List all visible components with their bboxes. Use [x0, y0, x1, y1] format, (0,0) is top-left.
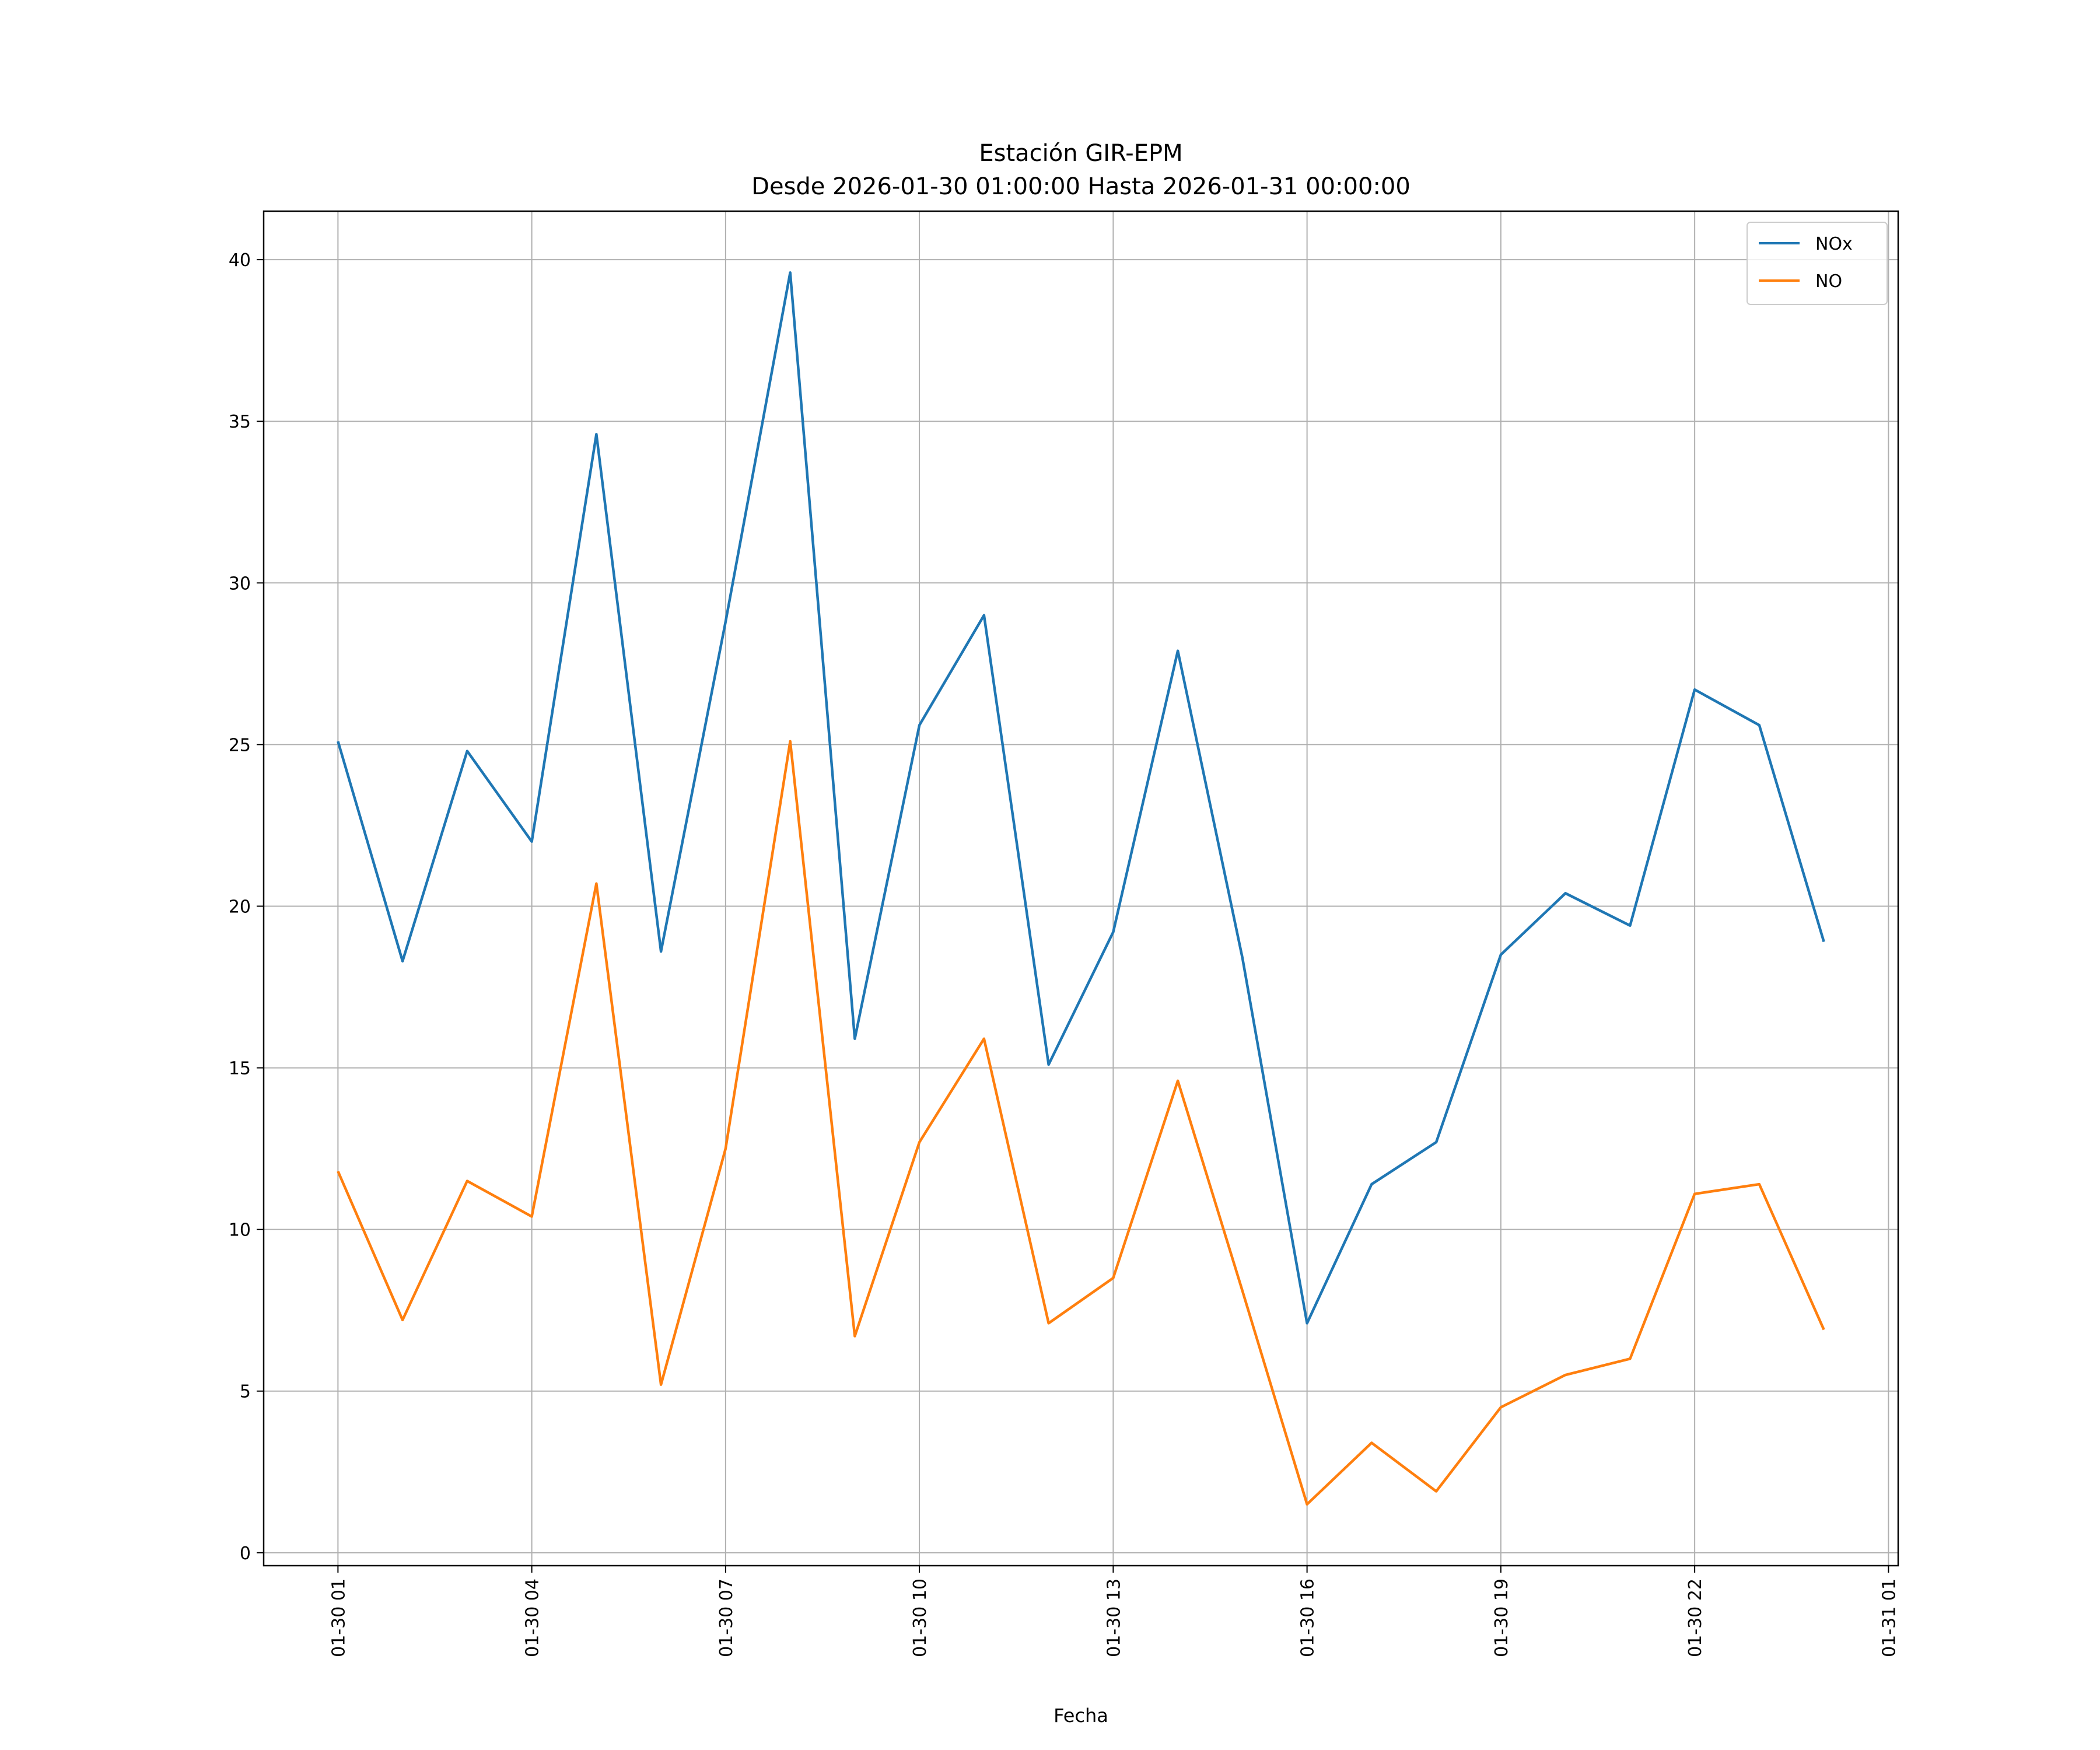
- axes-frame: [262, 210, 1899, 1567]
- y-tick-label: 5: [240, 1382, 251, 1402]
- y-tick-label: 40: [229, 250, 251, 271]
- grid: [264, 211, 1898, 1566]
- legend-label-nox: NOx: [1815, 234, 1853, 254]
- y-tick-label: 25: [229, 735, 251, 755]
- series-lines: [337, 271, 1825, 1506]
- chart-title: Estación GIR-EPM: [979, 140, 1182, 167]
- legend: NOx NO: [1746, 222, 1888, 305]
- legend-label-no: NO: [1815, 271, 1842, 292]
- y-tick-label: 20: [229, 897, 251, 917]
- x-tick-label: 01-30 19: [1492, 1578, 1512, 1657]
- y-tick-label: 35: [229, 412, 251, 432]
- series-line-no: [337, 740, 1825, 1506]
- x-axis: 01-30 01 01-30 04 01-30 07 01-30 10 01-30 13…: [328, 1566, 1899, 1657]
- x-tick-label: 01-30 01: [328, 1578, 349, 1657]
- x-tick-label: 01-30 16: [1298, 1578, 1318, 1657]
- x-tick-label: 01-30 07: [716, 1578, 737, 1657]
- y-tick-label: 10: [229, 1220, 251, 1241]
- x-tick-label: 01-30 04: [523, 1578, 543, 1657]
- x-tick-label: 01-31 01: [1879, 1578, 1899, 1657]
- y-tick-label: 0: [240, 1544, 251, 1564]
- series-line-nox: [337, 271, 1825, 1325]
- x-tick-label: 01-30 22: [1685, 1578, 1706, 1657]
- y-tick-label: 15: [229, 1059, 251, 1079]
- x-tick-label: 01-30 10: [910, 1578, 930, 1657]
- x-tick-label: 01-30 13: [1104, 1578, 1124, 1657]
- y-axis: 0 5 10 15 20 25 30 35 40: [229, 250, 264, 1564]
- x-axis-label: Fecha: [1054, 1704, 1108, 1727]
- chart-subtitle: Desde 2026-01-30 01:00:00 Hasta 2026-01-…: [751, 173, 1410, 200]
- y-tick-label: 30: [229, 573, 251, 594]
